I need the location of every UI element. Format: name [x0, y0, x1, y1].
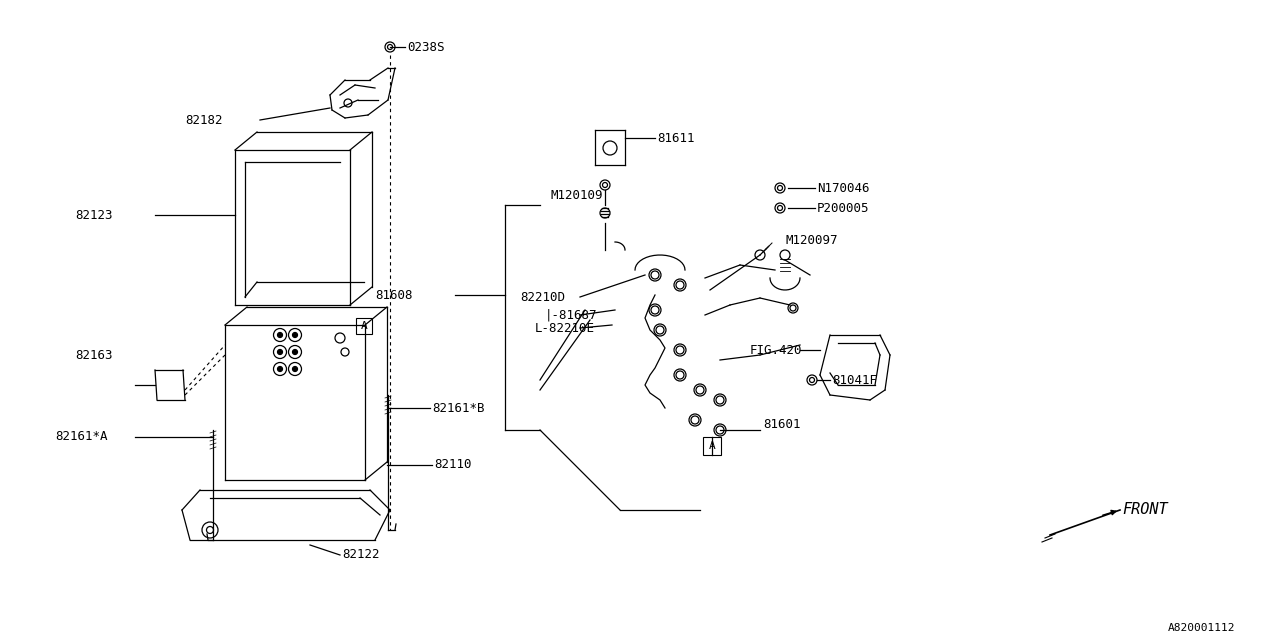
Text: |-81687: |-81687 — [545, 308, 598, 321]
Bar — [703, 437, 721, 455]
Text: 0238S: 0238S — [407, 40, 444, 54]
Text: 81611: 81611 — [657, 131, 695, 145]
Text: 82123: 82123 — [76, 209, 113, 221]
Circle shape — [278, 367, 283, 371]
Text: 82182: 82182 — [186, 113, 223, 127]
Text: A: A — [709, 441, 716, 451]
Text: 82163: 82163 — [76, 349, 113, 362]
Text: 81601: 81601 — [763, 419, 800, 431]
Text: 81041F: 81041F — [832, 374, 877, 387]
Circle shape — [278, 349, 283, 355]
Bar — [356, 318, 372, 334]
Text: FRONT: FRONT — [1123, 502, 1167, 518]
Text: 82210D: 82210D — [520, 291, 564, 303]
Text: N170046: N170046 — [817, 182, 869, 195]
Text: 81608: 81608 — [375, 289, 412, 301]
Text: 82161*A: 82161*A — [55, 431, 108, 444]
Text: 82161*B: 82161*B — [433, 401, 485, 415]
Text: P200005: P200005 — [817, 202, 869, 214]
Text: M120097: M120097 — [785, 234, 837, 246]
Text: A820001112: A820001112 — [1167, 623, 1235, 633]
Text: L-82210E: L-82210E — [535, 321, 595, 335]
Text: FIG.420: FIG.420 — [750, 344, 803, 356]
Text: 82122: 82122 — [342, 548, 379, 561]
Circle shape — [293, 349, 297, 355]
Text: A: A — [361, 321, 367, 331]
Text: 82110: 82110 — [434, 458, 471, 472]
Circle shape — [293, 333, 297, 337]
Circle shape — [278, 333, 283, 337]
Circle shape — [293, 367, 297, 371]
Text: M120109: M120109 — [550, 189, 603, 202]
